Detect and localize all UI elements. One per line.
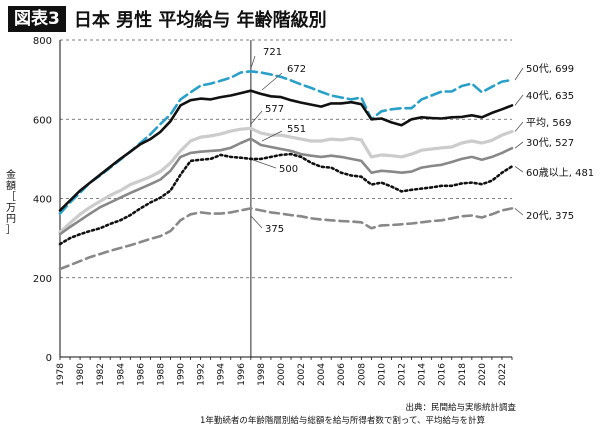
x-tick-label: 2022	[498, 363, 508, 386]
x-tick-label: 1990	[177, 363, 187, 386]
annotation-label: 721	[263, 47, 282, 58]
annotation-label: 672	[287, 64, 306, 75]
end-label: 60歳以上, 481	[526, 167, 594, 179]
x-tick-label: 2020	[478, 363, 488, 386]
y-axis-label-char: ］	[6, 225, 16, 236]
y-axis-label: 金 額 ［ 万 円 ］	[4, 170, 18, 236]
series-line	[58, 207, 514, 271]
x-tick-label: 2012	[398, 363, 408, 386]
end-label: 30代, 527	[526, 137, 574, 149]
series-line	[58, 89, 514, 212]
leader-line	[514, 208, 524, 216]
x-tick-label: 2018	[458, 363, 468, 386]
y-tick-label: 200	[33, 274, 52, 285]
y-tick-label: 0	[46, 353, 52, 364]
x-tick-label: 2002	[297, 363, 307, 386]
x-tick-label: 1996	[237, 363, 247, 386]
source-note: 出典：民間給与実態統計調査	[405, 403, 516, 413]
x-tick-label: 1978	[56, 363, 66, 386]
chart-title: 日本 男性 平均給与 年齢階級別	[73, 10, 327, 31]
end-label: 平均, 569	[526, 117, 571, 129]
x-tick-label: 1982	[96, 363, 106, 386]
y-tick-label: 400	[33, 195, 52, 206]
annotation-leader	[250, 110, 263, 125]
y-axis-label-char: 万	[6, 203, 16, 214]
x-tick-label: 1986	[136, 363, 146, 386]
annotation-label: 500	[279, 164, 298, 175]
y-tick-label: 800	[33, 36, 52, 47]
method-note: 1年勤続者の年齢階層別給与総額を給与所得者数で割って、平均給与を計算	[200, 416, 486, 426]
annotation-leader	[252, 159, 277, 169]
annotation-label: 551	[287, 124, 306, 135]
x-tick-label: 1980	[76, 363, 86, 386]
x-tick-label: 2010	[377, 363, 387, 386]
annotation-label: 577	[265, 104, 284, 115]
leader-line	[514, 141, 524, 149]
x-tick-label: 1988	[156, 363, 166, 386]
annotation-leader	[250, 215, 263, 229]
y-axis-label-char: 円	[6, 214, 16, 225]
series-line	[58, 152, 514, 246]
x-tick-label: 2006	[337, 363, 347, 386]
x-tick-label: 1994	[217, 363, 227, 386]
figure-label: 図表3	[8, 6, 66, 32]
end-label: 50代, 699	[526, 63, 574, 75]
x-tick-label: 2004	[317, 363, 327, 386]
y-tick-label: 600	[33, 115, 52, 126]
x-tick-label: 1992	[197, 363, 207, 386]
x-tick-label: 2014	[418, 363, 428, 386]
x-tick-label: 1984	[116, 363, 126, 386]
end-label: 40代, 635	[526, 90, 574, 102]
leader-line	[514, 121, 524, 132]
series-line	[58, 137, 514, 236]
annotation-label: 375	[265, 224, 284, 235]
end-label: 20代, 375	[526, 210, 574, 222]
annotation-leader	[261, 72, 283, 91]
series-line	[58, 126, 514, 234]
annotation-leader	[250, 55, 256, 69]
x-tick-label: 2008	[357, 363, 367, 386]
title-row: 図表3 日本 男性 平均給与 年齢階級別	[8, 6, 327, 32]
y-axis-label-char: 額	[6, 181, 16, 192]
leader-line	[514, 166, 524, 173]
annotation-leader	[261, 130, 283, 142]
x-tick-label: 2016	[438, 363, 448, 386]
y-axis-label-char: ［	[6, 192, 16, 203]
series-line	[58, 70, 514, 215]
leader-line	[514, 67, 524, 81]
leader-line	[514, 94, 524, 106]
x-tick-label: 2000	[277, 363, 287, 386]
y-axis-label-char: 金	[6, 170, 16, 181]
x-tick-label: 1998	[257, 363, 267, 386]
